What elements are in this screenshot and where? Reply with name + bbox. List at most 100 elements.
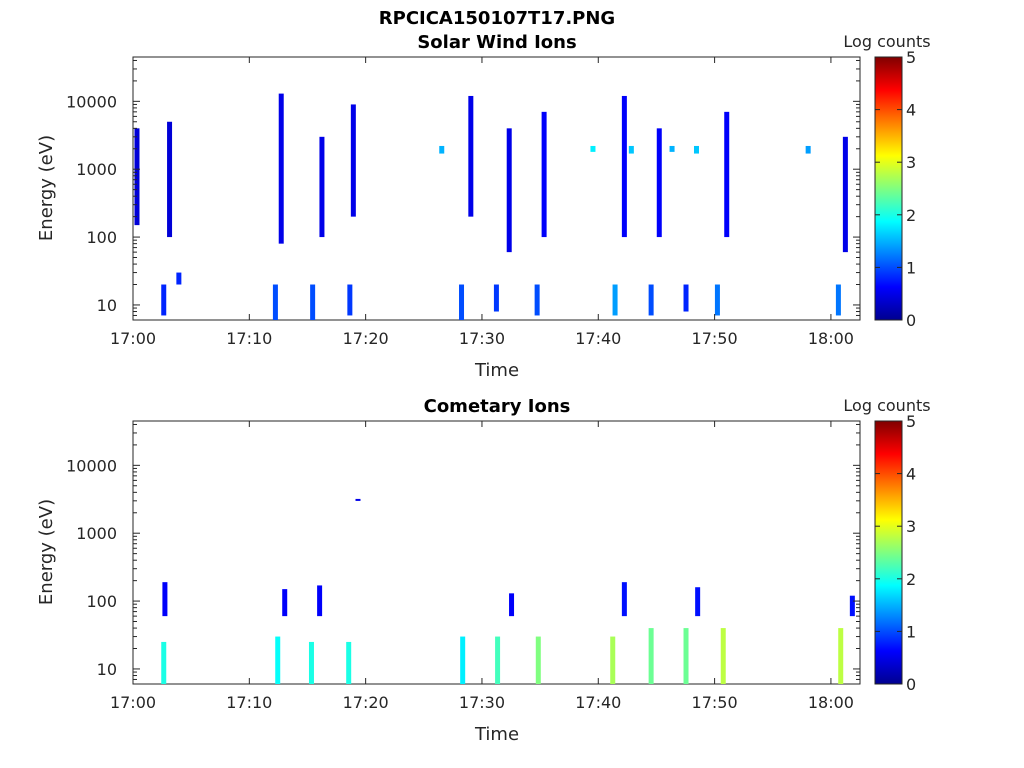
spectrogram-cell bbox=[275, 636, 281, 684]
spectrogram-cell bbox=[317, 585, 323, 617]
spectrogram-cell bbox=[648, 284, 654, 316]
x-tick-label: 17:30 bbox=[459, 693, 505, 712]
solar-wind-colorbar-label: Log counts bbox=[843, 32, 930, 51]
spectrogram-cell bbox=[849, 595, 855, 617]
spectrogram-cell bbox=[509, 593, 515, 617]
x-tick-label: 17:40 bbox=[575, 329, 621, 348]
spectrogram-cell bbox=[468, 95, 474, 217]
cometary-colorbar-label: Log counts bbox=[843, 396, 930, 415]
cometary-panel: Cometary Ions Log counts Time Energy (eV… bbox=[36, 396, 931, 745]
spectrogram-cell bbox=[835, 284, 841, 316]
plot-area bbox=[132, 56, 861, 321]
x-tick-label: 17:50 bbox=[692, 329, 738, 348]
spectrogram-cell bbox=[535, 636, 541, 684]
colorbar-tick-label: 2 bbox=[906, 570, 916, 589]
y-tick-label: 1000 bbox=[76, 160, 117, 179]
solar-wind-x-label: Time bbox=[474, 360, 519, 381]
spectrogram-cell bbox=[495, 636, 501, 684]
spectrogram-cell bbox=[167, 121, 173, 238]
spectrogram-cell bbox=[346, 641, 352, 684]
y-tick-label: 10 bbox=[97, 660, 117, 679]
spectrogram-cell bbox=[590, 145, 596, 152]
spectrogram-cell bbox=[161, 641, 167, 684]
spectrogram-cell bbox=[621, 582, 627, 617]
spectrogram-cell bbox=[493, 284, 499, 312]
colorbar-tick-label: 1 bbox=[906, 622, 916, 641]
y-tick-label: 10 bbox=[97, 296, 117, 315]
cometary-title: Cometary Ions bbox=[424, 396, 571, 417]
spectrogram-cell bbox=[695, 587, 701, 617]
spectrogram-cell bbox=[683, 284, 689, 312]
colorbar bbox=[874, 420, 903, 685]
spectrogram-cell bbox=[176, 272, 182, 285]
spectrogram-cell bbox=[842, 136, 848, 253]
spectrogram-cell bbox=[278, 93, 284, 244]
cometary-x-label: Time bbox=[474, 724, 519, 745]
spectrogram-cell bbox=[714, 284, 720, 316]
x-tick-label: 18:00 bbox=[808, 329, 854, 348]
colorbar bbox=[874, 56, 903, 321]
y-tick-label: 10000 bbox=[66, 92, 117, 111]
spectrogram-cell bbox=[308, 641, 314, 684]
spectrogram-cells bbox=[161, 498, 855, 684]
spectrogram-cell bbox=[720, 628, 726, 684]
x-tick-label: 17:40 bbox=[575, 693, 621, 712]
colorbar-tick-label: 2 bbox=[906, 206, 916, 225]
spectrogram-cell bbox=[355, 498, 361, 501]
spectrogram-cell bbox=[669, 145, 675, 152]
x-tick-label: 17:20 bbox=[343, 693, 389, 712]
x-tick-label: 17:00 bbox=[110, 693, 156, 712]
spectrogram-cell bbox=[628, 145, 634, 154]
spectrogram-cell bbox=[282, 589, 288, 617]
spectrogram-cell bbox=[838, 628, 844, 684]
y-tick-label: 100 bbox=[86, 592, 117, 611]
spectrogram-cell bbox=[683, 628, 689, 684]
spectrogram-cell bbox=[693, 145, 699, 154]
spectrogram-cell bbox=[161, 284, 167, 316]
x-tick-label: 17:10 bbox=[226, 693, 272, 712]
x-tick-label: 17:30 bbox=[459, 329, 505, 348]
y-tick-label: 100 bbox=[86, 228, 117, 247]
y-tick-label: 10000 bbox=[66, 456, 117, 475]
figure-title: RPCICA150107T17.PNG bbox=[379, 8, 615, 29]
spectrogram-cell bbox=[134, 128, 140, 226]
colorbar-tick-label: 4 bbox=[906, 465, 916, 484]
spectrogram-cell bbox=[350, 104, 356, 217]
colorbar-tick-label: 3 bbox=[906, 153, 916, 172]
x-tick-label: 18:00 bbox=[808, 693, 854, 712]
solar-wind-panel: Solar Wind Ions Log counts Time Energy (… bbox=[36, 32, 931, 381]
spectrogram-cell bbox=[724, 111, 730, 238]
spectrogram-cells bbox=[134, 93, 848, 320]
spectrogram-cell bbox=[319, 136, 325, 238]
x-tick-label: 17:00 bbox=[110, 329, 156, 348]
colorbar-tick-label: 1 bbox=[906, 258, 916, 277]
spectrogram-cell bbox=[648, 628, 654, 684]
solar-wind-y-label: Energy (eV) bbox=[36, 135, 57, 241]
spectrogram-cell bbox=[621, 95, 627, 238]
spectrogram-cell bbox=[506, 128, 512, 253]
cometary-y-label: Energy (eV) bbox=[36, 499, 57, 605]
spectrogram-cell bbox=[347, 284, 353, 316]
spectrogram-cell bbox=[460, 636, 466, 684]
colorbar-tick-label: 0 bbox=[906, 675, 916, 694]
solar-wind-title: Solar Wind Ions bbox=[417, 32, 576, 53]
y-tick-label: 1000 bbox=[76, 524, 117, 543]
spectrogram-cell bbox=[459, 284, 465, 320]
x-tick-label: 17:50 bbox=[692, 693, 738, 712]
spectrogram-cell bbox=[310, 284, 316, 320]
spectrogram-cell bbox=[162, 582, 168, 617]
colorbar-tick-label: 3 bbox=[906, 517, 916, 536]
x-tick-label: 17:10 bbox=[226, 329, 272, 348]
colorbar-tick-label: 0 bbox=[906, 311, 916, 330]
spectrogram-cell bbox=[610, 636, 616, 684]
colorbar-tick-label: 5 bbox=[906, 412, 916, 431]
spectrogram-cell bbox=[612, 284, 618, 316]
spectrogram-cell bbox=[272, 284, 278, 320]
spectrogram-cell bbox=[805, 145, 811, 154]
spectrogram-cell bbox=[656, 128, 662, 238]
spectrogram-cell bbox=[541, 111, 547, 238]
colorbar-tick-label: 4 bbox=[906, 101, 916, 120]
colorbar-tick-label: 5 bbox=[906, 48, 916, 67]
x-tick-label: 17:20 bbox=[343, 329, 389, 348]
